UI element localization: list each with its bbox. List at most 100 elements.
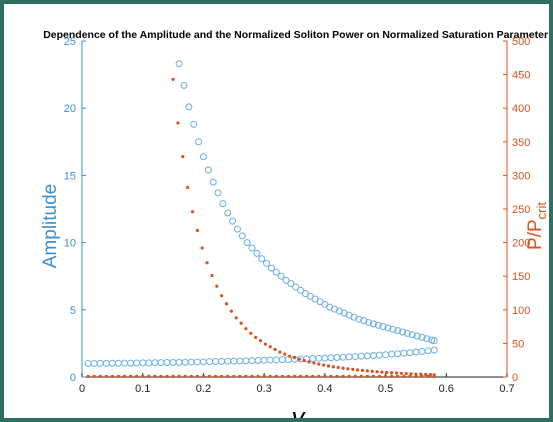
data-point-open-circle	[253, 249, 261, 257]
y-right-tick-label: 300	[512, 170, 530, 182]
data-point-open-circle	[230, 357, 238, 365]
data-point-open-circle	[185, 103, 193, 111]
data-point-dot	[86, 374, 90, 378]
y-right-tick-label: 0	[512, 372, 518, 384]
data-point-dot	[323, 374, 327, 378]
data-point-dot	[336, 365, 340, 370]
data-point-dot	[311, 374, 315, 378]
y-axis-right-label-main: P/P	[525, 219, 546, 250]
data-point-dot	[341, 374, 345, 378]
data-point-dot	[414, 374, 418, 378]
data-point-open-circle	[163, 358, 171, 366]
data-point-dot	[220, 374, 224, 378]
chart-axes: 0 0.1 0.2 0.3 0.4 0.5 0.6 0.7051015202505010015…	[64, 36, 531, 395]
data-point-dot	[426, 374, 430, 378]
data-point-dot	[298, 374, 303, 378]
data-point-open-circle	[96, 359, 104, 367]
data-point-dot	[110, 374, 114, 378]
data-point-dot	[312, 361, 316, 365]
data-point-open-circle	[175, 60, 183, 68]
chart-title: Dependence of the Amplitude and the Norm…	[43, 29, 553, 41]
y-right-tick-label: 400	[512, 103, 530, 115]
data-point-open-circle	[430, 346, 438, 354]
data-point-open-circle	[108, 359, 116, 367]
data-point-open-circle	[145, 359, 153, 367]
data-point-dot	[159, 374, 163, 378]
data-point-open-circle	[423, 335, 431, 343]
data-point-open-circle	[139, 359, 147, 367]
x-tick-label: 0.7	[499, 383, 514, 395]
data-point-dot	[370, 369, 374, 373]
series-1	[175, 60, 438, 345]
data-point-open-circle	[382, 351, 390, 359]
x-tick-label: 0	[79, 383, 85, 395]
data-point-open-circle	[357, 352, 365, 360]
y-right-tick-label: 200	[512, 238, 530, 250]
x-tick-label: 0.4	[317, 383, 332, 395]
data-point-dot	[408, 374, 412, 378]
data-point-dot	[360, 368, 365, 373]
data-point-dot	[402, 374, 406, 378]
scatter-chart: Dependence of the Amplitude and the Norm…	[40, 29, 553, 418]
data-point-dot	[263, 342, 267, 346]
data-point-open-circle	[282, 276, 290, 284]
data-point-open-circle	[266, 356, 274, 364]
data-point-dot	[195, 374, 199, 378]
data-point-open-circle	[121, 359, 128, 367]
data-point-dot	[256, 374, 260, 378]
data-point-open-circle	[260, 356, 268, 364]
data-point-open-circle	[278, 356, 286, 364]
data-point-dot	[128, 374, 133, 378]
data-point-open-circle	[190, 120, 198, 128]
y-right-tick-label: 250	[512, 204, 530, 216]
data-point-dot	[244, 374, 248, 378]
data-point-dot	[380, 370, 384, 374]
data-point-dot	[186, 185, 190, 190]
data-point-open-circle	[218, 357, 226, 365]
data-point-dot	[305, 374, 309, 378]
data-point-dot	[238, 374, 242, 378]
data-point-dot	[153, 374, 157, 378]
data-point-dot	[262, 374, 266, 378]
data-point-open-circle	[418, 333, 426, 341]
data-point-open-circle	[204, 166, 212, 174]
data-point-open-circle	[345, 353, 353, 361]
data-point-dot	[335, 374, 339, 378]
data-point-dot	[286, 374, 291, 378]
data-point-dot	[239, 321, 243, 325]
data-point-dot	[210, 273, 214, 278]
data-point-open-circle	[199, 358, 207, 366]
data-point-open-circle	[151, 359, 159, 367]
data-point-dot	[141, 374, 145, 378]
data-point-dot	[292, 374, 297, 378]
data-point-dot	[171, 374, 175, 378]
data-point-open-circle	[403, 329, 411, 337]
data-point-open-circle	[180, 81, 188, 89]
data-point-dot	[213, 374, 218, 378]
data-point-dot	[249, 331, 253, 335]
data-point-dot	[428, 373, 433, 377]
data-point-open-circle	[327, 354, 335, 362]
data-point-dot	[189, 374, 193, 378]
data-point-open-circle	[355, 315, 363, 323]
data-point-open-circle	[309, 355, 317, 363]
data-point-dot	[250, 374, 254, 378]
data-point-open-circle	[209, 178, 217, 186]
data-point-dot	[200, 246, 204, 250]
data-point-dot	[356, 368, 360, 372]
y-left-tick-label: 15	[64, 170, 76, 182]
data-point-dot	[365, 369, 369, 373]
data-point-dot	[147, 374, 151, 378]
data-point-dot	[371, 374, 376, 378]
data-point-open-circle	[175, 358, 183, 366]
data-point-dot	[414, 372, 418, 376]
data-point-dot	[224, 302, 229, 306]
data-point-open-circle	[389, 325, 397, 333]
data-point-open-circle	[219, 200, 227, 208]
data-point-open-circle	[369, 320, 377, 328]
data-point-dot	[399, 371, 403, 375]
x-tick-label: 0.2	[196, 383, 211, 395]
data-point-dot	[229, 309, 233, 313]
chart-marks	[84, 60, 438, 378]
data-point-open-circle	[214, 189, 222, 197]
